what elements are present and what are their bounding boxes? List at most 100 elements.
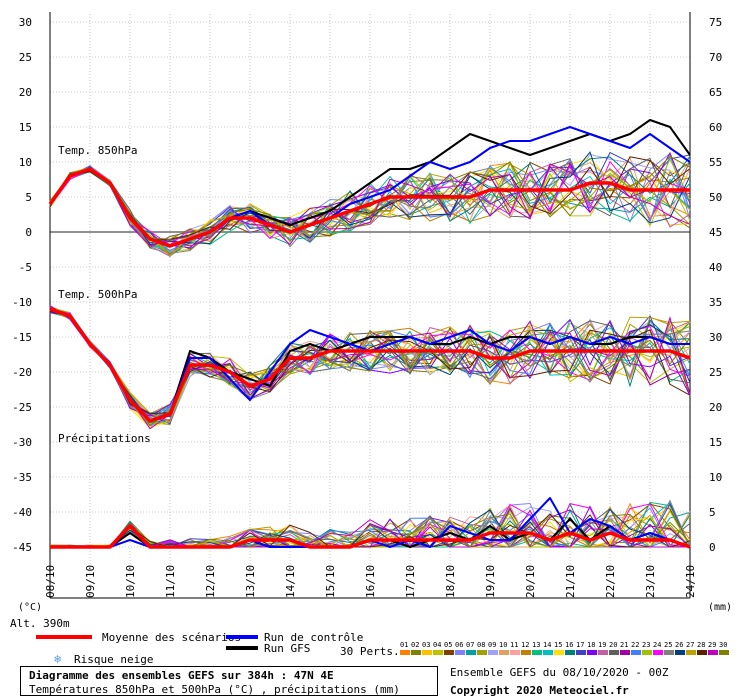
- x-tick-label: 20/10: [524, 565, 537, 598]
- perturbation-line: [49, 163, 691, 258]
- left-tick-label: 30: [19, 16, 32, 29]
- x-axis: 08/10 09/10 10/10 11/10 12/10 13/10 14/10 15/10…: [44, 565, 697, 598]
- chart-title: Diagramme des ensembles GEFS sur 384h : …: [29, 669, 334, 682]
- pert-swatch: [653, 650, 663, 655]
- x-tick-label: 18/10: [444, 565, 457, 598]
- pert-number: 26: [675, 641, 683, 649]
- left-tick-label: -45: [12, 541, 32, 554]
- perturbation-line: [49, 312, 691, 419]
- pert-swatch: [565, 650, 575, 655]
- pert-number: 16: [565, 641, 573, 649]
- mean-line-t850: [48, 167, 690, 248]
- left-tick-label: -5: [19, 261, 32, 274]
- pert-swatch: [554, 650, 564, 655]
- perturbation-line: [49, 308, 691, 419]
- x-tick-label: 16/10: [364, 565, 377, 598]
- left-axis: 30 25 20 15 10 5 0 -5 -10 -15 -20 -25 -30 -35 -40 -45: [12, 16, 32, 554]
- pert-number: 15: [554, 641, 562, 649]
- perturbation-line: [49, 307, 691, 425]
- pert-swatch: [631, 650, 641, 655]
- perturbation-line: [49, 160, 691, 246]
- right-tick-label: 20: [709, 401, 722, 414]
- pert-number: 30: [719, 641, 727, 649]
- left-tick-label: -10: [12, 296, 32, 309]
- right-tick-label: 75: [709, 16, 722, 29]
- pert-number: 18: [587, 641, 595, 649]
- pert-swatch: [532, 650, 542, 655]
- perts-legend: 01 02 03 04 05 06 07 08 09 10 11 12 13 14 15 16 17 18 19 20…: [400, 641, 729, 655]
- right-tick-label: 15: [709, 436, 722, 449]
- right-tick-label: 70: [709, 51, 722, 64]
- right-tick-label: 0: [709, 541, 716, 554]
- perturbation-line: [49, 308, 691, 427]
- pert-swatch: [708, 650, 718, 655]
- pert-swatch: [477, 650, 487, 655]
- x-tick-label: 17/10: [404, 565, 417, 598]
- left-tick-label: 15: [19, 121, 32, 134]
- pert-number: 13: [532, 641, 540, 649]
- pert-number: 27: [686, 641, 694, 649]
- left-tick-label: -20: [12, 366, 32, 379]
- pert-number: 06: [455, 641, 463, 649]
- perturbation-line: [49, 306, 691, 421]
- left-unit-label: (°C): [18, 602, 42, 613]
- left-tick-label: -40: [12, 506, 32, 519]
- pert-swatch: [675, 650, 685, 655]
- mean-line-precip: [50, 524, 691, 549]
- left-tick-label: -15: [12, 331, 32, 344]
- perturbation-line: [49, 306, 691, 414]
- pert-swatch: [422, 650, 432, 655]
- left-tick-label: -35: [12, 471, 32, 484]
- pert-swatch: [411, 650, 421, 655]
- perturbation-line: [49, 307, 691, 423]
- x-tick-label: 19/10: [484, 565, 497, 598]
- x-tick-label: 13/10: [244, 565, 257, 598]
- main-series: [48, 119, 691, 549]
- pert-swatch: [664, 650, 674, 655]
- left-tick-label: 0: [25, 226, 32, 239]
- legend-control-label: Run de contrôle: [264, 631, 363, 644]
- chart-subtitle: Températures 850hPa et 500hPa (°C) , pré…: [29, 683, 400, 696]
- pert-swatch: [455, 650, 465, 655]
- pert-number: 25: [664, 641, 672, 649]
- perturbation-line: [49, 310, 691, 415]
- legend-mean-label: Moyenne des scénarios: [102, 631, 241, 644]
- x-tick-label: 09/10: [84, 565, 97, 598]
- x-tick-label: 08/10: [44, 565, 57, 598]
- pert-swatch: [686, 650, 696, 655]
- right-tick-label: 65: [709, 86, 722, 99]
- pert-number: 22: [631, 641, 639, 649]
- perturbation-line: [49, 155, 691, 243]
- left-tick-label: 5: [25, 191, 32, 204]
- pert-swatch: [620, 650, 630, 655]
- pert-number: 03: [422, 641, 430, 649]
- pert-number: 17: [576, 641, 584, 649]
- right-tick-label: 10: [709, 471, 722, 484]
- pert-swatch: [466, 650, 476, 655]
- pert-swatch: [521, 650, 531, 655]
- pert-number: 24: [653, 641, 661, 649]
- right-unit-label: (mm): [708, 602, 732, 613]
- right-tick-label: 30: [709, 331, 722, 344]
- pert-number: 07: [466, 641, 474, 649]
- legend-snow-label: Risque neige: [74, 653, 153, 666]
- x-tick-label: 15/10: [324, 565, 337, 598]
- panel-label-t500: Temp. 500hPa: [58, 288, 137, 301]
- x-tick-label: 23/10: [644, 565, 657, 598]
- pert-number: 05: [444, 641, 452, 649]
- pert-number: 19: [598, 641, 606, 649]
- x-tick-label: 14/10: [284, 565, 297, 598]
- left-tick-label: -25: [12, 401, 32, 414]
- pert-number: 10: [499, 641, 507, 649]
- legend-perts-label: 30 Perts.: [340, 645, 400, 658]
- pert-number: 04: [433, 641, 441, 649]
- pert-number: 14: [543, 641, 551, 649]
- right-tick-label: 45: [709, 226, 722, 239]
- pert-number: 08: [477, 641, 485, 649]
- legend-gfs-label: Run GFS: [264, 642, 310, 655]
- right-tick-label: 25: [709, 366, 722, 379]
- pert-number: 29: [708, 641, 716, 649]
- run-info: Ensemble GEFS du 08/10/2020 - 00Z: [450, 666, 669, 679]
- panel-label-precip: Précipitations: [58, 432, 151, 445]
